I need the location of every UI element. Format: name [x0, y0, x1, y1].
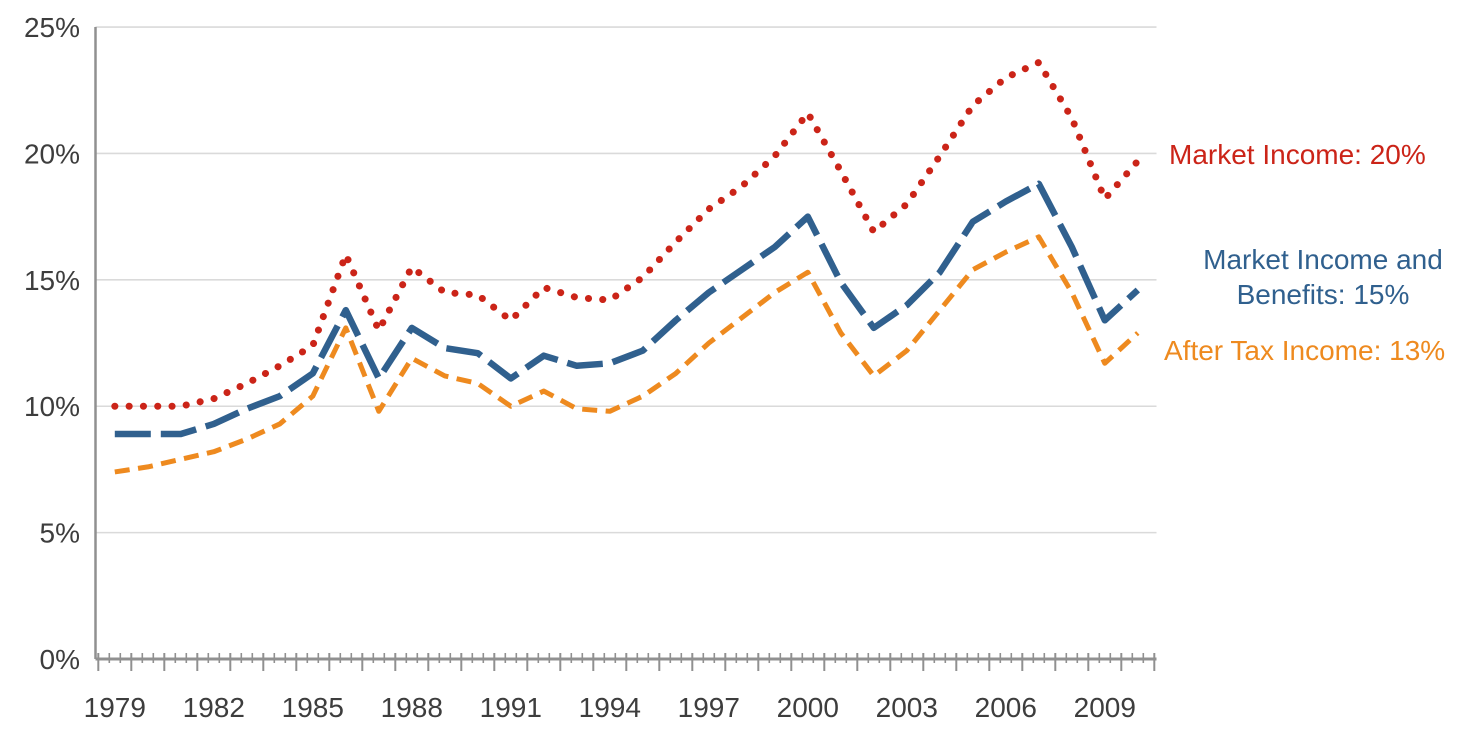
x-axis-label-1997: 1997: [678, 692, 740, 723]
legend-market-income-and-benefits-line-2: Benefits: 15%: [1236, 279, 1410, 310]
legend-market-income-and-benefits-line-1: Market Income and: [1203, 244, 1443, 275]
x-axis-label-1988: 1988: [381, 692, 443, 723]
y-axis-label-20: 20%: [24, 138, 80, 169]
y-axis-label-0: 0%: [40, 644, 80, 675]
legend-after-tax-income: After Tax Income: 13%: [1164, 335, 1446, 366]
x-axis-label-2003: 2003: [876, 692, 938, 723]
series-line-after-tax-income: [114, 234, 1140, 475]
y-axis-label-15: 15%: [24, 265, 80, 296]
legend-market-income-and-benefits: Market Income and Benefits: 15%: [1158, 242, 1480, 312]
series-line-market-income: [111, 58, 1142, 410]
x-axis-label-2006: 2006: [975, 692, 1037, 723]
x-axis-label-1979: 1979: [84, 692, 146, 723]
series-line-market-income-and-benefits: [114, 180, 1140, 438]
x-axis-label-1994: 1994: [579, 692, 641, 723]
x-axis-label-2000: 2000: [777, 692, 839, 723]
legend-market-income: Market Income: 20%: [1169, 139, 1426, 170]
x-axis-label-1985: 1985: [282, 692, 344, 723]
y-axis-label-25: 25%: [24, 12, 80, 43]
x-axis-label-1991: 1991: [480, 692, 542, 723]
y-axis-label-10: 10%: [24, 391, 80, 422]
x-axis-label-2009: 2009: [1074, 692, 1136, 723]
y-axis-label-5: 5%: [40, 518, 80, 549]
x-axis-label-1982: 1982: [183, 692, 245, 723]
